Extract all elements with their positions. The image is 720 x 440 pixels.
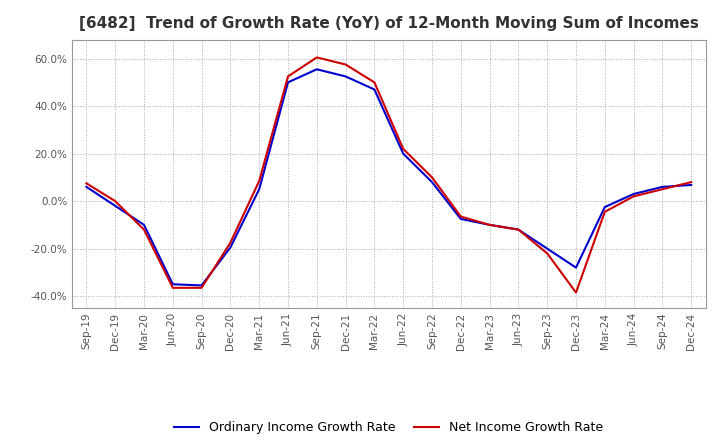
Ordinary Income Growth Rate: [312, 66, 321, 72]
Net Income Growth Rate: [456, 214, 465, 219]
Ordinary Income Growth Rate: [341, 74, 350, 79]
Net Income Growth Rate: [572, 290, 580, 295]
Ordinary Income Growth Rate: [370, 87, 379, 92]
Net Income Growth Rate: [687, 180, 696, 185]
Ordinary Income Growth Rate: [168, 282, 177, 287]
Net Income Growth Rate: [600, 209, 609, 214]
Ordinary Income Growth Rate: [82, 184, 91, 190]
Net Income Growth Rate: [168, 285, 177, 290]
Net Income Growth Rate: [140, 227, 148, 232]
Net Income Growth Rate: [658, 187, 667, 192]
Net Income Growth Rate: [399, 146, 408, 151]
Net Income Growth Rate: [341, 62, 350, 67]
Ordinary Income Growth Rate: [543, 246, 552, 251]
Ordinary Income Growth Rate: [197, 283, 206, 288]
Net Income Growth Rate: [82, 181, 91, 186]
Ordinary Income Growth Rate: [255, 187, 264, 192]
Ordinary Income Growth Rate: [428, 180, 436, 185]
Net Income Growth Rate: [370, 80, 379, 85]
Net Income Growth Rate: [428, 175, 436, 180]
Net Income Growth Rate: [543, 251, 552, 256]
Ordinary Income Growth Rate: [687, 182, 696, 187]
Ordinary Income Growth Rate: [572, 265, 580, 270]
Title: [6482]  Trend of Growth Rate (YoY) of 12-Month Moving Sum of Incomes: [6482] Trend of Growth Rate (YoY) of 12-…: [79, 16, 698, 32]
Line: Net Income Growth Rate: Net Income Growth Rate: [86, 57, 691, 293]
Ordinary Income Growth Rate: [658, 184, 667, 190]
Net Income Growth Rate: [629, 194, 638, 199]
Net Income Growth Rate: [255, 178, 264, 183]
Net Income Growth Rate: [111, 198, 120, 204]
Ordinary Income Growth Rate: [600, 205, 609, 210]
Ordinary Income Growth Rate: [456, 216, 465, 222]
Ordinary Income Growth Rate: [111, 203, 120, 209]
Ordinary Income Growth Rate: [226, 245, 235, 250]
Net Income Growth Rate: [284, 74, 292, 79]
Ordinary Income Growth Rate: [485, 222, 494, 227]
Net Income Growth Rate: [312, 55, 321, 60]
Net Income Growth Rate: [197, 285, 206, 290]
Net Income Growth Rate: [226, 240, 235, 246]
Ordinary Income Growth Rate: [140, 222, 148, 227]
Ordinary Income Growth Rate: [284, 80, 292, 85]
Ordinary Income Growth Rate: [514, 227, 523, 232]
Ordinary Income Growth Rate: [629, 191, 638, 197]
Net Income Growth Rate: [514, 227, 523, 232]
Line: Ordinary Income Growth Rate: Ordinary Income Growth Rate: [86, 69, 691, 286]
Legend: Ordinary Income Growth Rate, Net Income Growth Rate: Ordinary Income Growth Rate, Net Income …: [169, 416, 608, 439]
Net Income Growth Rate: [485, 222, 494, 227]
Ordinary Income Growth Rate: [399, 151, 408, 156]
